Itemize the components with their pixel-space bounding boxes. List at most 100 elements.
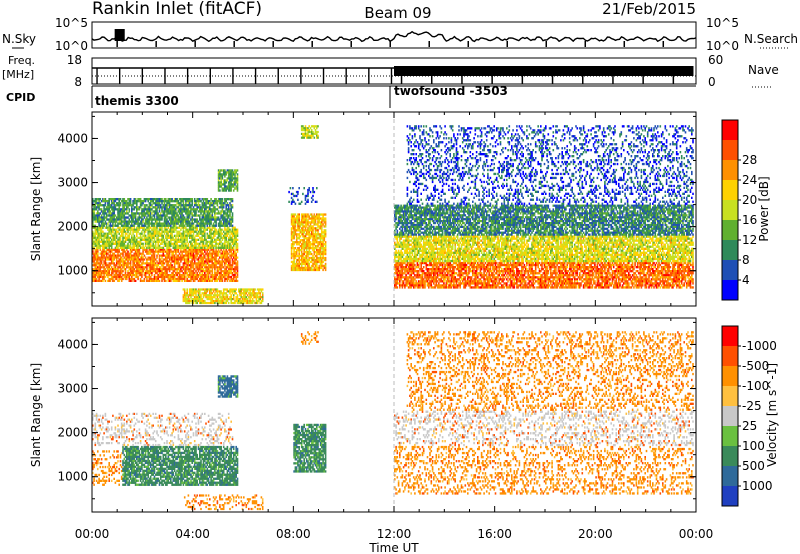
freq-dense-band [394,66,693,76]
echo-cell [157,278,159,280]
nsky-spike [120,29,125,41]
echo-cell [142,257,144,259]
echo-cell [151,272,153,274]
echo-cell [107,276,109,278]
echo-cell [146,278,148,280]
echo-cell [125,260,127,262]
cpid-label: CPID [6,91,35,104]
freq-label: Freq. [8,54,35,67]
echo-cell [105,280,107,282]
echo-cell [116,278,118,280]
echo-cell [125,268,127,270]
echo-cell [132,272,134,274]
echo-cell [106,262,108,264]
echo-cell [142,251,144,253]
echo-cell [163,264,165,266]
echo-cell [160,258,162,260]
echo-cell [126,278,128,280]
echo-cell [95,276,97,278]
echo-cell [149,274,151,276]
echo-cell [122,270,124,272]
nsky-tick-low: 10^0 [55,39,88,53]
echo-cell [96,278,98,280]
echo-cell [150,253,152,255]
echo-cell [134,262,136,264]
echo-cell [125,272,127,274]
nsearch-tick-low: 10^0 [706,39,739,53]
echo-cell [129,276,131,278]
echo-cell [130,262,132,264]
echo-cell [169,255,171,257]
echo-cell [121,268,123,270]
echo-cell [152,249,154,251]
echo-cell [155,258,157,260]
echo-cell [101,262,103,264]
nave-tick-high: 60 [708,53,723,67]
echo-cell [124,266,126,268]
echo-cell [106,251,108,253]
echo-cell [120,266,122,268]
echo-cell [122,278,124,280]
freq-trace [92,66,696,84]
echo-cell [97,255,99,257]
echo-cell [100,264,102,266]
nsky-trace [92,29,696,47]
echo-cell [121,272,123,274]
echo-cell [102,264,104,266]
echo-cell [139,262,141,264]
echo-cell [116,272,118,274]
nave-label: Nave [748,63,779,77]
echo-cell [141,272,143,274]
echo-cell [118,249,120,251]
echo-cell [155,262,157,264]
beam-title: Beam 09 [364,4,431,22]
echo-cell [118,280,120,282]
echo-cell [134,278,136,280]
echo-cell [122,253,124,255]
echo-cell [120,262,122,264]
echo-cell [131,280,133,282]
echo-cell [112,260,114,262]
echo-cell [97,253,99,255]
echo-cell [97,249,99,251]
echo-cell [154,260,156,262]
echo-cell [113,258,115,260]
echo-cell [151,274,153,276]
echo-cell [144,268,146,270]
echo-cell [156,266,158,268]
echo-cell [164,278,166,280]
cpid-segment-twofsound: twofsound -3503 [394,84,508,98]
echo-cell [108,266,110,268]
echo-cell [93,260,95,262]
echo-cell [164,249,166,251]
echo-cell [131,276,133,278]
echo-cell [100,268,102,270]
echo-cell [96,264,98,266]
echo-cell [146,249,148,251]
echo-cell [156,255,158,257]
echo-cell [168,262,170,264]
echo-cell [140,260,142,262]
freq-tick-high: 18 [67,53,82,67]
echo-cell [161,270,163,272]
echo-cell [117,268,119,270]
echo-cell [102,258,104,260]
nsky-label: N.Sky [2,32,36,46]
echo-cell [127,270,129,272]
echo-cell [156,260,158,262]
echo-cell [146,266,148,268]
echo-cell [136,274,138,276]
echo-cell [125,270,127,272]
echo-cell [165,266,167,268]
power-heatmap [92,112,694,306]
echo-cell [97,251,99,253]
echo-cell [116,258,118,260]
echo-cell [156,257,158,259]
echo-cell [169,260,171,262]
echo-cell [161,280,163,282]
echo-cell [166,270,168,272]
echo-cell [137,257,139,259]
echo-cell [113,262,115,264]
echo-cell [144,280,146,282]
echo-cell [103,266,105,268]
